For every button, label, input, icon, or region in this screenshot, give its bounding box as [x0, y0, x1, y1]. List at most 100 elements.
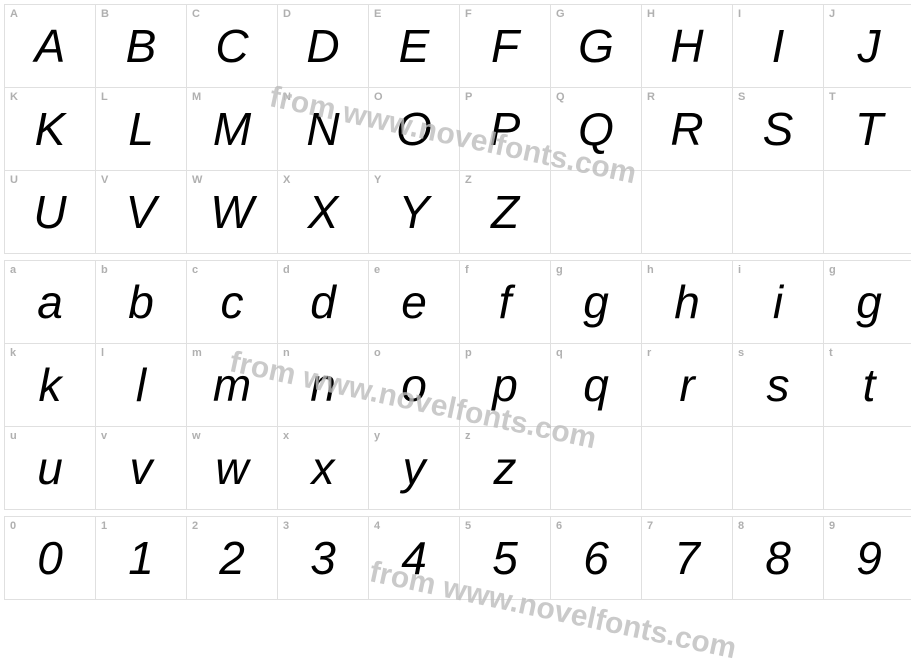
glyph-cell: KK: [5, 88, 95, 170]
cell-label: p: [465, 347, 472, 359]
cell-label: F: [465, 8, 472, 20]
cell-label: V: [101, 174, 108, 186]
glyph: c: [221, 275, 244, 329]
cell-label: y: [374, 430, 380, 442]
cell-label: A: [10, 8, 18, 20]
cell-label: Q: [556, 91, 565, 103]
glyph-cell: xx: [278, 427, 368, 509]
glyph: R: [670, 102, 703, 156]
glyph: G: [578, 19, 614, 73]
cell-label: 9: [829, 520, 835, 532]
glyph: q: [583, 358, 609, 412]
cell-label: N: [283, 91, 291, 103]
glyph: 9: [856, 531, 882, 585]
glyph: v: [130, 441, 153, 495]
cell-label: 0: [10, 520, 16, 532]
cell-label: n: [283, 347, 290, 359]
glyph: X: [308, 185, 339, 239]
glyph-cell: kk: [5, 344, 95, 426]
glyph: 8: [765, 531, 791, 585]
glyph-cell: MM: [187, 88, 277, 170]
glyph-cell: RR: [642, 88, 732, 170]
glyph-cell: UU: [5, 171, 95, 253]
glyph: z: [494, 441, 517, 495]
cell-label: D: [283, 8, 291, 20]
glyph-cell: [642, 171, 732, 253]
glyph-cell: YY: [369, 171, 459, 253]
glyph-cell: 66: [551, 517, 641, 599]
glyph: T: [855, 102, 883, 156]
glyph: Y: [399, 185, 430, 239]
glyph-cell: ee: [369, 261, 459, 343]
glyph-cell: pp: [460, 344, 550, 426]
glyph-cell: nn: [278, 344, 368, 426]
glyph: M: [213, 102, 251, 156]
cell-label: C: [192, 8, 200, 20]
cell-label: B: [101, 8, 109, 20]
cell-label: R: [647, 91, 655, 103]
cell-label: u: [10, 430, 17, 442]
uppercase-grid: AABBCCDDEEFFGGHHIIJJKKLLMMNNOOPPQQRRSSTT…: [4, 4, 911, 254]
glyph: y: [403, 441, 426, 495]
glyph-cell: ii: [733, 261, 823, 343]
cell-label: Y: [374, 174, 381, 186]
glyph: 5: [492, 531, 518, 585]
cell-label: W: [192, 174, 202, 186]
cell-label: w: [192, 430, 201, 442]
cell-label: r: [647, 347, 651, 359]
cell-label: K: [10, 91, 18, 103]
cell-label: g: [829, 264, 836, 276]
glyph: B: [126, 19, 157, 73]
glyph: i: [773, 275, 783, 329]
cell-label: g: [556, 264, 563, 276]
glyph: t: [863, 358, 876, 412]
cell-label: E: [374, 8, 381, 20]
glyph: 6: [583, 531, 609, 585]
glyph-cell: vv: [96, 427, 186, 509]
cell-label: T: [829, 91, 836, 103]
glyph-cell: [733, 171, 823, 253]
cell-label: o: [374, 347, 381, 359]
glyph: C: [215, 19, 248, 73]
glyph: a: [37, 275, 63, 329]
glyph-cell: [642, 427, 732, 509]
glyph-cell: CC: [187, 5, 277, 87]
glyph: 0: [37, 531, 63, 585]
glyph: x: [312, 441, 335, 495]
glyph: g: [583, 275, 609, 329]
glyph: O: [396, 102, 432, 156]
cell-label: q: [556, 347, 563, 359]
cell-label: l: [101, 347, 104, 359]
cell-label: 3: [283, 520, 289, 532]
glyph-cell: hh: [642, 261, 732, 343]
glyph-cell: OO: [369, 88, 459, 170]
glyph-cell: 33: [278, 517, 368, 599]
cell-label: 4: [374, 520, 380, 532]
cell-label: G: [556, 8, 565, 20]
glyph-cell: ff: [460, 261, 550, 343]
glyph-cell: SS: [733, 88, 823, 170]
cell-label: x: [283, 430, 289, 442]
glyph-cell: WW: [187, 171, 277, 253]
glyph: N: [306, 102, 339, 156]
glyph: S: [763, 102, 794, 156]
glyph-cell: ZZ: [460, 171, 550, 253]
glyph-cell: rr: [642, 344, 732, 426]
glyph-cell: AA: [5, 5, 95, 87]
glyph: u: [37, 441, 63, 495]
glyph-cell: cc: [187, 261, 277, 343]
cell-label: f: [465, 264, 469, 276]
cell-label: h: [647, 264, 654, 276]
cell-label: X: [283, 174, 290, 186]
glyph-cell: 44: [369, 517, 459, 599]
glyph-cell: [824, 171, 911, 253]
glyph-cell: DD: [278, 5, 368, 87]
glyph-cell: gg: [824, 261, 911, 343]
glyph: g: [856, 275, 882, 329]
cell-label: k: [10, 347, 16, 359]
glyph: Q: [578, 102, 614, 156]
glyph: U: [33, 185, 66, 239]
glyph-cell: VV: [96, 171, 186, 253]
glyph: 2: [219, 531, 245, 585]
cell-label: 7: [647, 520, 653, 532]
